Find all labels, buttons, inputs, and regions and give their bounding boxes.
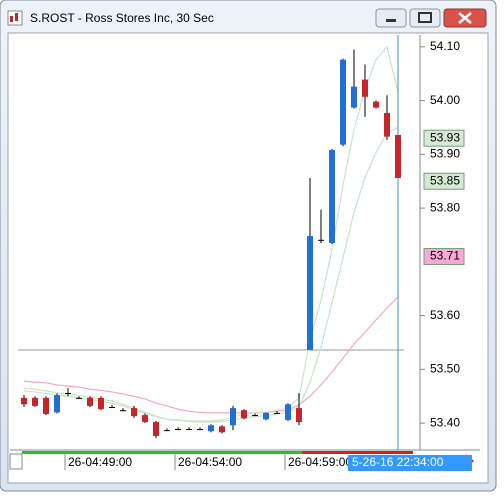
candle-body	[98, 397, 104, 410]
y-tick-label: 53.80	[430, 200, 460, 214]
app-icon	[7, 10, 23, 26]
session-bar	[302, 451, 413, 454]
price-box-label: 53.71	[430, 249, 460, 263]
candle-body	[296, 408, 302, 423]
maximize-button[interactable]	[409, 8, 441, 28]
candle-body	[395, 134, 401, 178]
candle-body	[274, 412, 280, 414]
price-box-label: 53.85	[430, 173, 460, 187]
candle-body	[252, 415, 258, 417]
candle-body	[87, 397, 93, 406]
candle-body	[153, 422, 159, 437]
x-tick-label: 26-04:59:00	[288, 455, 352, 469]
candle-body	[142, 415, 148, 423]
y-tick-label: 53.90	[430, 147, 460, 161]
scroll-box[interactable]	[9, 453, 23, 470]
candle-body	[197, 429, 203, 431]
candle-body	[175, 429, 181, 431]
price-box	[423, 247, 465, 265]
candle-body	[208, 425, 214, 432]
candle-body	[54, 395, 60, 413]
y-tick-label: 54.00	[430, 93, 460, 107]
candle-body	[373, 101, 379, 108]
candle-body	[219, 426, 225, 433]
candle-body	[21, 397, 27, 405]
cursor-label: 5-26-16 22:34:00	[352, 455, 444, 469]
price-box	[423, 172, 465, 190]
client-area	[7, 32, 489, 484]
window-title: S.ROST - Ross Stores Inc, 30 Sec	[30, 11, 214, 25]
candle-body	[32, 397, 38, 406]
candle-body	[285, 404, 291, 420]
candle-body	[263, 412, 269, 420]
minimize-button[interactable]	[375, 8, 407, 28]
moving-average	[23, 45, 399, 422]
candle-body	[351, 86, 357, 108]
y-tick-label: 53.40	[430, 415, 460, 429]
cursor-label-box	[348, 455, 472, 471]
candle-body	[109, 406, 115, 408]
candle-body	[329, 150, 335, 244]
moving-average	[23, 126, 399, 423]
candle-body	[65, 393, 71, 395]
moving-average	[23, 296, 399, 414]
candle-body	[307, 236, 313, 351]
price-box	[423, 129, 465, 147]
y-tick-label: 53.50	[430, 362, 460, 376]
y-tick-label: 53.60	[430, 308, 460, 322]
candle-body	[230, 408, 236, 426]
price-box-label: 53.93	[430, 130, 460, 144]
candle-body	[318, 239, 324, 241]
x-tick-label: 26-04:49:00	[68, 455, 132, 469]
candle-body	[362, 79, 368, 97]
candle-body	[241, 410, 247, 419]
candle-body	[340, 59, 346, 145]
y-tick-label: 54.10	[430, 39, 460, 53]
candle-body	[384, 112, 390, 137]
candle-body	[120, 410, 126, 412]
candle-body	[164, 430, 170, 432]
close-button[interactable]	[443, 8, 487, 28]
candle-body	[76, 397, 82, 399]
x-tick-label: 26-04:54:00	[178, 455, 242, 469]
candle-body	[131, 408, 137, 417]
candle-body	[43, 397, 49, 414]
candle-body	[186, 429, 192, 431]
session-bar	[22, 451, 302, 454]
